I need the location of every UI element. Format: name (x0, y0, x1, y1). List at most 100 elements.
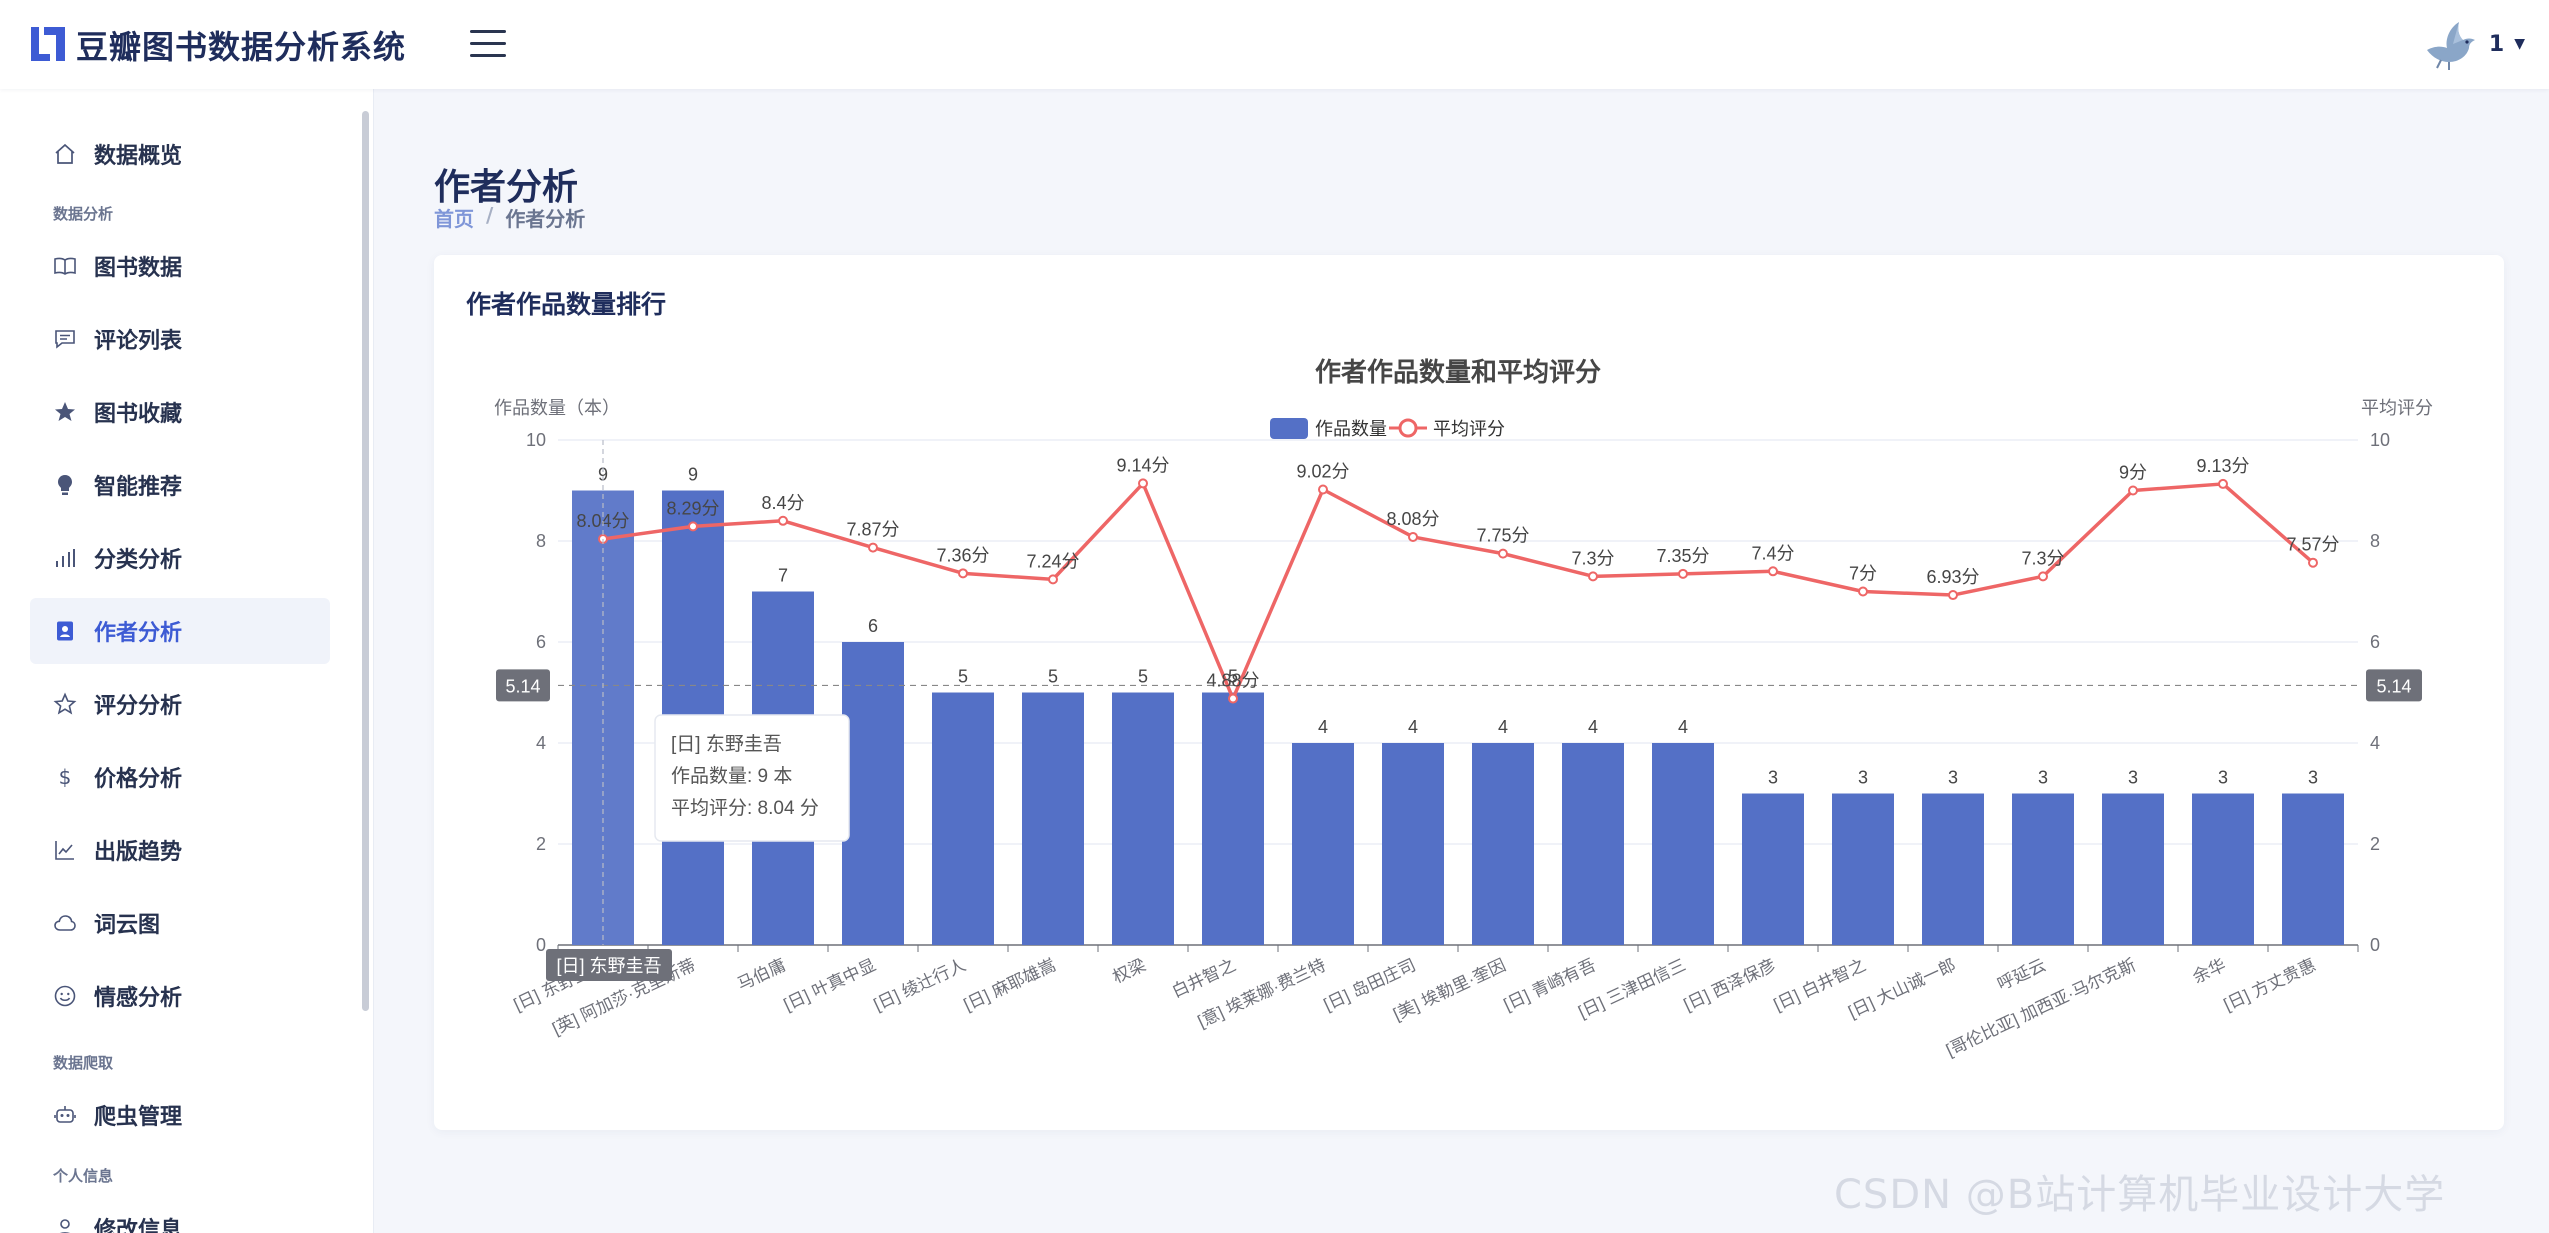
x-category-label: 权梁 (1110, 955, 1149, 987)
axis-pointer-bg (546, 949, 672, 981)
average-marker-right: 5.14 (2366, 669, 2422, 702)
bar (1202, 692, 1264, 945)
chevron-down-icon: ▼ (2514, 36, 2525, 52)
rating-point (778, 515, 788, 526)
bar-value-label: 4 (1408, 717, 1418, 737)
sidebar-item-label: 出版趋势 (94, 840, 183, 865)
bar (2282, 793, 2344, 945)
bar-value-label: 5 (1048, 667, 1058, 687)
bird-avatar-icon (2426, 22, 2475, 70)
sidebar-item-category[interactable]: 分类分析 (30, 525, 330, 591)
rating-point (1498, 548, 1508, 559)
axis-pointer-text: [日] 东野圭吾 (556, 956, 661, 976)
legend-label-line: 平均评分 (1433, 419, 1505, 439)
sidebar-item-favorites[interactable]: 图书收藏 (30, 379, 330, 445)
bar-value-label: 5 (958, 667, 968, 687)
bar (1022, 692, 1084, 945)
sidebar-item-label: 价格分析 (94, 767, 183, 792)
x-category-label: 白井智之 (1169, 955, 1239, 1001)
rating-value-label: 7.75分 (1476, 526, 1529, 546)
sidebar-item-label: 修改信息 (94, 1218, 183, 1233)
bar (1472, 743, 1534, 945)
sidebar-item-rating[interactable]: 评分分析 (30, 671, 330, 737)
user-menu[interactable]: 1 ▼ (2423, 16, 2525, 72)
top-bar: 豆瓣图书数据分析系统 1 ▼ (0, 0, 2549, 89)
bar-value-label: 4 (1588, 717, 1598, 737)
bar-value-label: 7 (778, 566, 788, 586)
rating-value-label: 7.3分 (2021, 548, 2064, 568)
y-tick-label: 10 (526, 430, 546, 450)
bar (1832, 793, 1894, 945)
rating-value-label: 7分 (1849, 564, 1877, 584)
bar-value-label: 3 (2128, 768, 2138, 788)
sidebar-item-label: 数据概览 (94, 144, 183, 169)
rating-point (1318, 484, 1328, 495)
x-category-label: [日] 绫辻行人 (871, 955, 969, 1014)
sidebar-item-crawler[interactable]: 爬虫管理 (30, 1082, 330, 1148)
rating-point (1228, 693, 1238, 704)
svg-text:$: $ (59, 765, 72, 789)
bar-value-label: 4 (1678, 717, 1688, 737)
bar (2192, 793, 2254, 945)
rating-value-label: 6.93分 (1926, 567, 1979, 587)
average-marker-left: 5.14 (496, 669, 550, 702)
rating-point (1138, 478, 1148, 489)
bar-value-label: 6 (868, 616, 878, 636)
tooltip-title: [日] 东野圭吾 (671, 733, 782, 755)
sidebar-item-profile[interactable]: 修改信息 (30, 1195, 330, 1233)
y-tick-label: 0 (536, 935, 546, 955)
rating-value-label: 8.29分 (666, 498, 719, 518)
sidebar-item-overview[interactable]: 数据概览 (30, 121, 330, 187)
sidebar-item-label: 图书收藏 (94, 402, 183, 427)
author-ranking-card: 作者作品数量排行 作者作品数量和平均评分 作品数量 平均评分 作品数量（本） 平均评分 0… (434, 255, 2504, 1130)
y2-tick-label: 0 (2370, 935, 2380, 955)
sidebar-item-price[interactable]: $ 价格分析 (30, 744, 330, 810)
sidebar-item-sentiment[interactable]: 情感分析 (30, 963, 330, 1029)
sidebar-scrollbar[interactable] (362, 111, 369, 1011)
page-title: 作者分析 (434, 167, 579, 208)
rating-value-label: 4.88分 (1206, 671, 1259, 691)
breadcrumb-home-link[interactable]: 首页 (434, 207, 474, 231)
bar-chart-icon (52, 545, 78, 571)
sidebar-item-wordcloud[interactable]: 词云图 (30, 890, 330, 956)
x-category-label: 马伯庸 (734, 955, 788, 994)
rating-value-label: 8.08分 (1386, 509, 1439, 529)
rating-value-label: 7.24分 (1026, 551, 1079, 571)
rating-value-label: 7.36分 (936, 545, 989, 565)
bar-value-label: 3 (2038, 768, 2048, 788)
menu-toggle-icon[interactable] (470, 30, 506, 60)
star-outline-icon (52, 691, 78, 717)
rating-line (602, 481, 2315, 701)
chart-legend: 作品数量 平均评分 (1270, 418, 1505, 439)
sidebar-item-comments[interactable]: 评论列表 (30, 306, 330, 372)
y-tick-label: 4 (536, 733, 546, 753)
bar-value-label: 5 (1228, 667, 1238, 687)
sidebar-section-profile: 个人信息 (53, 1167, 114, 1185)
chart-title: 作者作品数量和平均评分 (1315, 357, 1601, 387)
home-icon (52, 141, 78, 167)
smile-icon (52, 983, 78, 1009)
legend-label-bars: 作品数量 (1315, 419, 1387, 439)
sidebar-item-books[interactable]: 图书数据 (30, 233, 330, 299)
bar (1742, 793, 1804, 945)
sidebar-item-recommend[interactable]: 智能推荐 (30, 452, 330, 518)
bar (2012, 793, 2074, 945)
bar (1922, 793, 1984, 945)
rating-value-label: 8.4分 (761, 493, 804, 513)
sidebar-item-trend[interactable]: 出版趋势 (30, 817, 330, 883)
sidebar-item-label: 评分分析 (94, 694, 183, 719)
tooltip-count: 作品数量: 9 本 (671, 765, 792, 787)
card-title: 作者作品数量排行 (466, 290, 667, 319)
breadcrumb: 首页 / 作者分析 (434, 203, 585, 232)
tooltip-rating: 平均评分: 8.04 分 (671, 797, 819, 819)
rating-point (1678, 568, 1688, 579)
bar-value-label: 4 (1498, 717, 1508, 737)
user-name: 1 (2488, 31, 2505, 57)
y2-tick-label: 2 (2370, 834, 2380, 854)
sidebar-item-author[interactable]: 作者分析 (30, 598, 330, 664)
rating-value-label: 7.35分 (1656, 546, 1709, 566)
cloud-icon (52, 910, 78, 936)
bar (2102, 793, 2164, 945)
